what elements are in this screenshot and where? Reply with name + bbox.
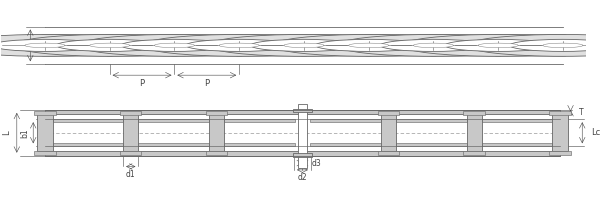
Text: T: T bbox=[580, 108, 584, 117]
FancyBboxPatch shape bbox=[106, 35, 178, 56]
Bar bbox=[34, 151, 56, 155]
Bar bbox=[139, 119, 209, 122]
Ellipse shape bbox=[25, 43, 65, 48]
Text: P: P bbox=[204, 79, 209, 88]
Bar bbox=[293, 153, 313, 157]
Text: d2: d2 bbox=[298, 173, 307, 182]
Bar bbox=[206, 151, 227, 155]
Bar bbox=[463, 151, 485, 155]
Bar bbox=[206, 111, 227, 115]
Bar bbox=[120, 111, 142, 115]
Ellipse shape bbox=[445, 39, 551, 51]
Bar bbox=[37, 114, 53, 151]
Bar bbox=[45, 110, 560, 114]
Bar bbox=[553, 114, 568, 151]
Ellipse shape bbox=[154, 43, 194, 48]
Bar bbox=[377, 151, 399, 155]
Ellipse shape bbox=[478, 43, 518, 48]
Ellipse shape bbox=[0, 39, 98, 51]
Ellipse shape bbox=[380, 39, 487, 51]
Ellipse shape bbox=[509, 39, 600, 51]
FancyBboxPatch shape bbox=[494, 35, 566, 56]
Bar bbox=[34, 111, 56, 115]
Bar bbox=[298, 104, 307, 168]
Ellipse shape bbox=[337, 34, 530, 56]
Ellipse shape bbox=[272, 34, 466, 56]
Ellipse shape bbox=[121, 39, 228, 51]
Text: d1: d1 bbox=[126, 170, 136, 179]
Bar bbox=[293, 109, 313, 112]
Ellipse shape bbox=[186, 39, 293, 51]
Bar bbox=[550, 151, 571, 155]
Bar bbox=[120, 151, 142, 155]
FancyBboxPatch shape bbox=[430, 35, 502, 56]
Text: b1: b1 bbox=[20, 128, 29, 138]
Bar bbox=[53, 119, 123, 122]
Text: L: L bbox=[2, 130, 11, 135]
Bar bbox=[482, 119, 553, 122]
FancyBboxPatch shape bbox=[41, 35, 113, 56]
Text: h2: h2 bbox=[15, 41, 24, 50]
Bar bbox=[310, 143, 380, 146]
Bar bbox=[467, 114, 482, 151]
Bar bbox=[224, 143, 295, 146]
Bar bbox=[380, 114, 396, 151]
Ellipse shape bbox=[56, 39, 163, 51]
Text: P: P bbox=[139, 79, 145, 88]
Ellipse shape bbox=[413, 43, 454, 48]
Bar bbox=[396, 119, 467, 122]
Ellipse shape bbox=[0, 34, 142, 56]
Bar bbox=[482, 143, 553, 146]
Ellipse shape bbox=[89, 43, 130, 48]
FancyBboxPatch shape bbox=[300, 35, 373, 56]
Bar bbox=[209, 114, 224, 151]
Bar bbox=[550, 111, 571, 115]
Bar bbox=[396, 143, 467, 146]
Ellipse shape bbox=[401, 34, 595, 56]
FancyBboxPatch shape bbox=[236, 35, 308, 56]
FancyBboxPatch shape bbox=[171, 35, 243, 56]
Bar bbox=[377, 111, 399, 115]
Ellipse shape bbox=[219, 43, 259, 48]
Ellipse shape bbox=[77, 34, 271, 56]
Text: Lc: Lc bbox=[591, 128, 600, 137]
Bar bbox=[53, 143, 123, 146]
Bar bbox=[45, 151, 560, 156]
Ellipse shape bbox=[315, 39, 422, 51]
Ellipse shape bbox=[543, 43, 583, 48]
Bar bbox=[310, 119, 380, 122]
Ellipse shape bbox=[466, 34, 600, 56]
Bar bbox=[224, 119, 295, 122]
Text: d3: d3 bbox=[312, 159, 322, 168]
Bar bbox=[139, 143, 209, 146]
Ellipse shape bbox=[284, 43, 324, 48]
Bar bbox=[463, 111, 485, 115]
Ellipse shape bbox=[349, 43, 389, 48]
Bar bbox=[123, 114, 139, 151]
Ellipse shape bbox=[13, 34, 206, 56]
Ellipse shape bbox=[207, 34, 401, 56]
Ellipse shape bbox=[251, 39, 357, 51]
FancyBboxPatch shape bbox=[365, 35, 437, 56]
Ellipse shape bbox=[142, 34, 336, 56]
